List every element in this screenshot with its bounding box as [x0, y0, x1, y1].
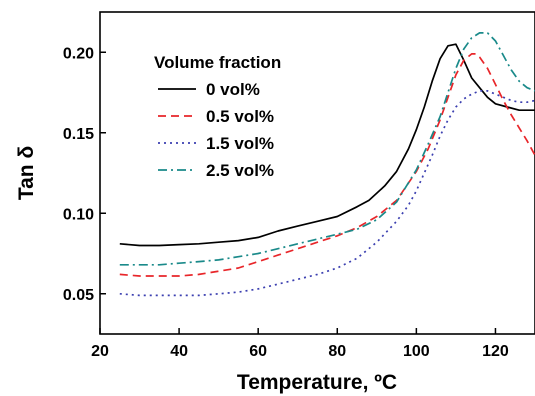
y-axis-title: Tan δ	[15, 146, 38, 200]
legend-label: 0.5 vol%	[206, 107, 274, 126]
series-line	[119, 53, 535, 277]
x-tick-label: 20	[91, 343, 109, 360]
series-lines	[119, 32, 535, 297]
y-tick-label: 0.05	[63, 287, 94, 304]
x-axis-title: Temperature, ºC	[237, 371, 397, 394]
x-tick-label: 120	[482, 343, 509, 360]
y-tick-label: 0.10	[63, 206, 94, 223]
series-line	[119, 32, 535, 266]
y-tick-label: 0.15	[63, 126, 94, 143]
legend-title: Volume fraction	[154, 53, 281, 72]
x-tick-label: 40	[170, 343, 188, 360]
x-tick-label: 60	[249, 343, 267, 360]
plot-frame	[99, 11, 535, 335]
series-line	[119, 43, 535, 247]
legend-items: 0 vol% 0.5 vol% 1.5 vol% 2.5 vol%	[158, 80, 274, 180]
y-tick-label: 0.20	[63, 45, 94, 62]
series-line	[119, 90, 535, 297]
x-tick-label: 80	[328, 343, 346, 360]
legend-label: 1.5 vol%	[206, 134, 274, 153]
legend-label: 0 vol%	[206, 80, 260, 99]
legend: Volume fraction 0 vol% 0.5 vol% 1.5 vol% 2.…	[154, 53, 281, 180]
x-axis: 20 40 60 80 100 120	[91, 328, 509, 360]
legend-label: 2.5 vol%	[206, 161, 274, 180]
y-axis: 0.05 0.10 0.15 0.20	[63, 45, 106, 304]
x-tick-label: 100	[403, 343, 430, 360]
